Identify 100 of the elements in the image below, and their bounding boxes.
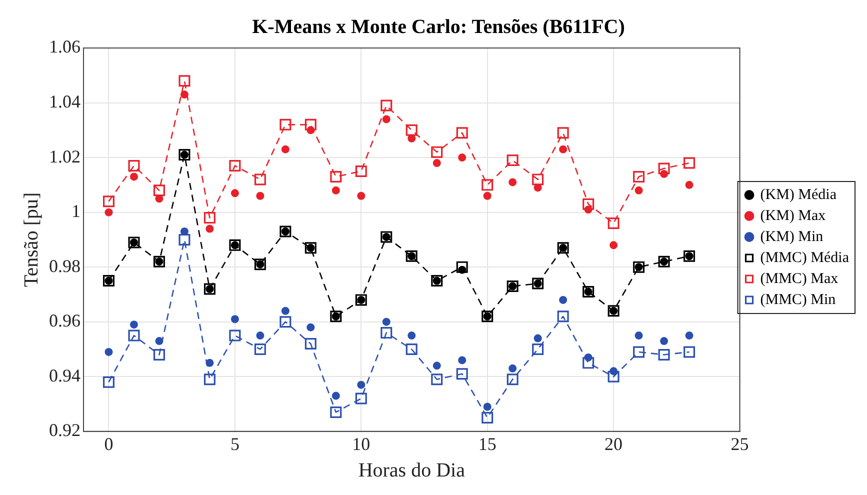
- point: [155, 337, 164, 346]
- point: [482, 179, 494, 191]
- point: [456, 368, 468, 380]
- point: [280, 118, 292, 130]
- point: [256, 192, 264, 200]
- point: [633, 170, 645, 182]
- point: [456, 127, 468, 139]
- point: [102, 376, 114, 388]
- point: [206, 358, 214, 367]
- point: [608, 370, 620, 382]
- point: [532, 174, 544, 186]
- point: [584, 206, 592, 214]
- point: [658, 348, 670, 360]
- point: [382, 115, 390, 124]
- point: [506, 374, 518, 386]
- point: [559, 145, 568, 154]
- point: [306, 126, 315, 134]
- legend-label: (KM) Max: [760, 208, 826, 224]
- point: [330, 170, 342, 182]
- point: [304, 338, 316, 350]
- point: [178, 234, 190, 246]
- point: [180, 90, 188, 99]
- point: [660, 337, 668, 346]
- point: [204, 212, 216, 224]
- legend-label: (MMC) Min: [760, 292, 836, 308]
- point: [608, 218, 620, 230]
- y-tick-label: 0.94: [49, 365, 80, 386]
- point: [153, 348, 165, 360]
- y-tick-label: 1: [72, 201, 80, 222]
- point: [306, 323, 315, 332]
- point: [508, 178, 517, 186]
- point: [582, 198, 594, 210]
- point: [256, 332, 264, 340]
- point: [408, 332, 416, 340]
- point: [130, 320, 138, 329]
- point: [153, 184, 165, 196]
- y-tick-label: 1.04: [49, 92, 80, 112]
- point: [685, 180, 694, 189]
- legend-label: (MMC) Max: [760, 270, 839, 287]
- point: [332, 186, 340, 194]
- point: [355, 392, 367, 404]
- x-tick-label: 25: [730, 434, 749, 454]
- point: [458, 154, 466, 162]
- point: [281, 145, 290, 154]
- point: [685, 332, 694, 340]
- y-tick-label: 0.92: [49, 420, 80, 440]
- point: [206, 224, 214, 233]
- point: [304, 118, 316, 130]
- point: [330, 406, 342, 418]
- point: [532, 343, 544, 355]
- legend-label: (MMC) Média: [760, 250, 850, 266]
- point: [483, 402, 492, 411]
- point: [406, 343, 418, 355]
- x-tick-label: 15: [478, 434, 496, 454]
- point: [254, 343, 266, 355]
- point: [128, 160, 140, 172]
- point: [658, 162, 670, 174]
- point: [432, 159, 441, 168]
- point: [431, 374, 443, 386]
- point: [634, 186, 643, 194]
- point: [584, 353, 592, 362]
- x-tick-label: 20: [604, 434, 623, 454]
- y-axis-title: Tensão [pu]: [20, 192, 42, 288]
- point: [582, 357, 594, 369]
- y-tick-label: 1.02: [49, 146, 80, 166]
- point: [482, 412, 494, 424]
- point: [104, 208, 113, 216]
- point: [229, 330, 241, 342]
- point: [508, 364, 517, 372]
- point: [281, 306, 290, 315]
- point: [357, 192, 366, 200]
- point: [684, 157, 696, 169]
- x-tick-label: 10: [352, 434, 370, 454]
- point: [380, 327, 392, 339]
- point: [230, 189, 239, 198]
- point: [406, 124, 418, 136]
- point: [229, 160, 241, 172]
- point: [204, 374, 216, 386]
- point: [408, 134, 416, 142]
- point: [280, 316, 292, 328]
- point: [230, 315, 239, 324]
- x-axis-title: Horas do Dia: [358, 459, 466, 482]
- x-tick-label: 5: [230, 434, 240, 454]
- point: [128, 330, 140, 342]
- point: [610, 241, 618, 250]
- point: [610, 367, 618, 376]
- point: [660, 170, 668, 178]
- point: [102, 196, 114, 208]
- x-tick-label: 0: [104, 434, 114, 454]
- point: [684, 346, 696, 358]
- legend-label: (KM) Média: [760, 186, 837, 203]
- chart-title: K-Means x Monte Carlo: Tensões (B611FC): [252, 16, 625, 38]
- y-tick-label: 1.06: [49, 36, 80, 57]
- legend-label: (KM) Min: [760, 228, 824, 245]
- point: [633, 346, 645, 358]
- point: [380, 100, 392, 112]
- point: [634, 332, 643, 340]
- point: [382, 318, 390, 326]
- point: [178, 75, 190, 87]
- point: [254, 174, 266, 186]
